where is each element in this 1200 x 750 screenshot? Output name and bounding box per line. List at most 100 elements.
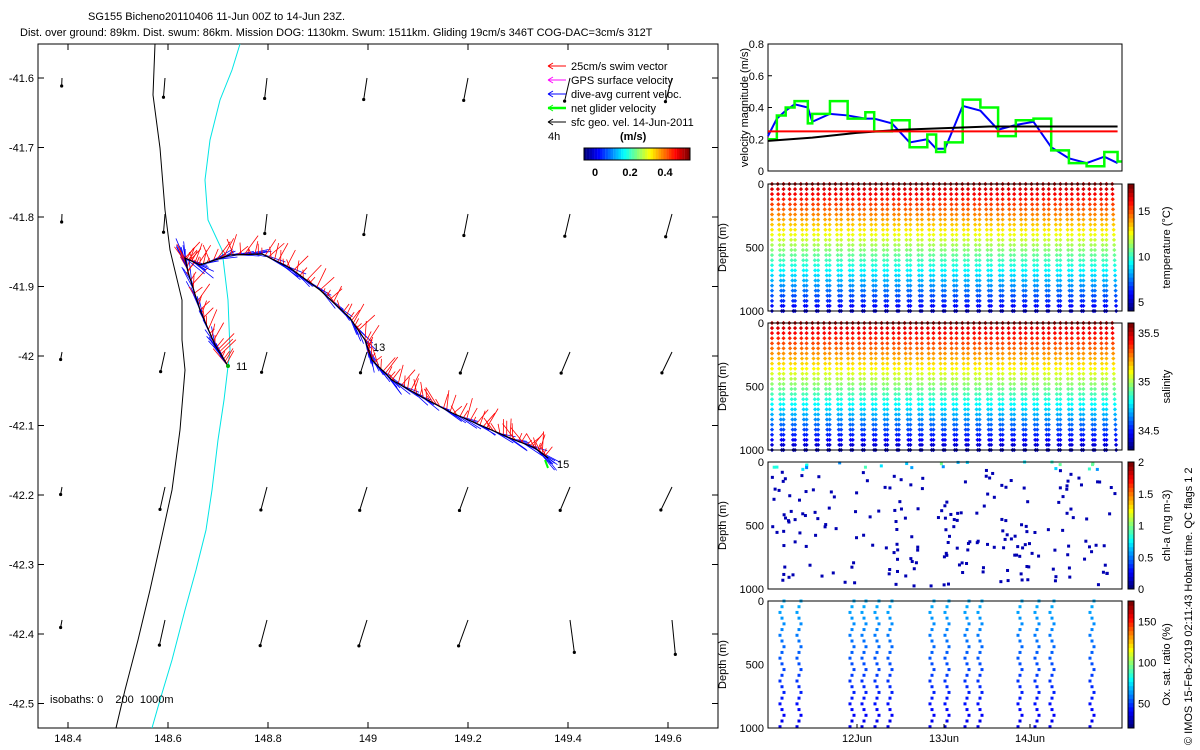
section-datapoint bbox=[1030, 217, 1035, 222]
section-datapoint bbox=[790, 422, 795, 427]
section-datapoint bbox=[816, 192, 821, 197]
section-datapoint bbox=[792, 232, 798, 237]
section-datapoint bbox=[800, 391, 806, 397]
section-datapoint bbox=[1077, 376, 1082, 382]
swim-vector bbox=[199, 300, 210, 311]
section-datapoint bbox=[792, 417, 798, 422]
section-datapoint bbox=[949, 356, 955, 361]
section-datapoint bbox=[916, 391, 921, 397]
section-colorbar-cell bbox=[1128, 668, 1134, 674]
section-colorbar-cell bbox=[1128, 706, 1134, 712]
section-datapoint bbox=[927, 381, 932, 387]
section-datapoint bbox=[995, 212, 1000, 217]
section-datapoint bbox=[1088, 656, 1092, 660]
section-datapoint bbox=[787, 575, 791, 579]
section-datapoint bbox=[950, 366, 955, 371]
section-datapoint bbox=[908, 293, 913, 298]
section-datapoint bbox=[1069, 258, 1074, 263]
sfc-velocity-arrowhead bbox=[458, 371, 462, 375]
section-datapoint bbox=[810, 336, 815, 341]
section-datapoint bbox=[896, 351, 901, 356]
copyright-note: © IMOS 15-Feb-2019 02:11:43 Hobart time.… bbox=[1183, 467, 1195, 745]
section-datapoint bbox=[1023, 293, 1028, 298]
section-datapoint bbox=[989, 437, 994, 442]
section-datapoint bbox=[792, 432, 798, 437]
section-datapoint bbox=[960, 186, 965, 192]
section-datapoint bbox=[974, 278, 979, 283]
section-datapoint bbox=[1069, 186, 1074, 192]
section-datapoint bbox=[1023, 202, 1028, 207]
section-datapoint bbox=[1077, 252, 1082, 258]
section-datapoint bbox=[804, 412, 809, 417]
section-datapoint bbox=[1054, 247, 1059, 253]
colorbar-cell bbox=[613, 148, 616, 160]
section-datapoint bbox=[862, 361, 867, 366]
section-datapoint bbox=[972, 192, 977, 197]
section-datapoint bbox=[1081, 227, 1086, 232]
section-datapoint bbox=[1015, 553, 1019, 557]
section-datapoint bbox=[1018, 192, 1023, 197]
section-datapoint bbox=[1000, 212, 1005, 217]
legend-arrowhead bbox=[547, 104, 554, 112]
section-datapoint bbox=[989, 376, 994, 382]
y-tick-label: -41.9 bbox=[9, 282, 34, 294]
section-datapoint bbox=[986, 492, 990, 496]
section-datapoint bbox=[926, 346, 931, 351]
section-datapoint bbox=[836, 278, 841, 283]
section-colorbar-cell bbox=[1128, 466, 1134, 471]
section-datapoint bbox=[908, 237, 913, 243]
section-datapoint bbox=[1112, 407, 1118, 412]
section-datapoint bbox=[945, 719, 949, 723]
section-datapoint bbox=[839, 298, 844, 303]
section-datapoint bbox=[769, 397, 775, 402]
section-datapoint bbox=[1091, 463, 1095, 467]
section-datapoint bbox=[961, 351, 966, 356]
legend-arrowhead bbox=[547, 118, 554, 126]
legend-label: GPS surface velocity bbox=[571, 75, 674, 87]
swim-vector bbox=[286, 259, 291, 269]
section-datapoint bbox=[823, 247, 829, 253]
section-datapoint bbox=[1032, 422, 1037, 427]
section-datapoint bbox=[873, 247, 878, 253]
section-datapoint bbox=[797, 662, 801, 666]
section-datapoint bbox=[1092, 336, 1098, 341]
section-datapoint bbox=[1077, 476, 1081, 480]
section-datapoint bbox=[919, 278, 925, 283]
section-datapoint bbox=[902, 325, 907, 331]
section-datapoint bbox=[1041, 192, 1046, 197]
section-datapoint bbox=[802, 427, 807, 432]
section-datapoint bbox=[862, 605, 866, 609]
section-datapoint bbox=[827, 356, 832, 361]
sfc-velocity-arrow bbox=[463, 213, 469, 236]
section-datapoint bbox=[1078, 417, 1083, 422]
section-datapoint bbox=[954, 422, 959, 427]
section-datapoint bbox=[908, 197, 913, 202]
section-colorbar-cell bbox=[1128, 656, 1134, 661]
section-datapoint bbox=[1089, 407, 1095, 412]
colorbar-tick-label: 0 bbox=[592, 167, 598, 179]
section-datapoint bbox=[860, 610, 864, 614]
section-datapoint bbox=[792, 386, 798, 392]
section-datapoint bbox=[799, 351, 804, 356]
section-datapoint bbox=[799, 336, 804, 341]
section-datapoint bbox=[862, 639, 866, 643]
section-datapoint bbox=[1058, 361, 1063, 366]
section-datapoint bbox=[926, 207, 931, 212]
section-datapoint bbox=[797, 650, 801, 654]
day-label-11: 11 bbox=[236, 361, 247, 373]
section-datapoint bbox=[1035, 242, 1040, 248]
section-datapoint bbox=[931, 346, 936, 351]
swim-vector bbox=[479, 410, 486, 426]
current-vector bbox=[413, 392, 429, 406]
section-datapoint bbox=[965, 402, 971, 407]
section-datapoint bbox=[916, 268, 922, 273]
section-datapoint bbox=[904, 391, 909, 397]
section-datapoint bbox=[1012, 268, 1017, 273]
section-datapoint bbox=[890, 690, 894, 694]
section-datapoint bbox=[896, 417, 901, 422]
section-datapoint bbox=[868, 207, 873, 212]
section-datapoint bbox=[881, 242, 886, 248]
section-datapoint bbox=[1076, 356, 1081, 361]
section-datapoint bbox=[1029, 197, 1035, 202]
section-datapoint bbox=[827, 247, 832, 253]
